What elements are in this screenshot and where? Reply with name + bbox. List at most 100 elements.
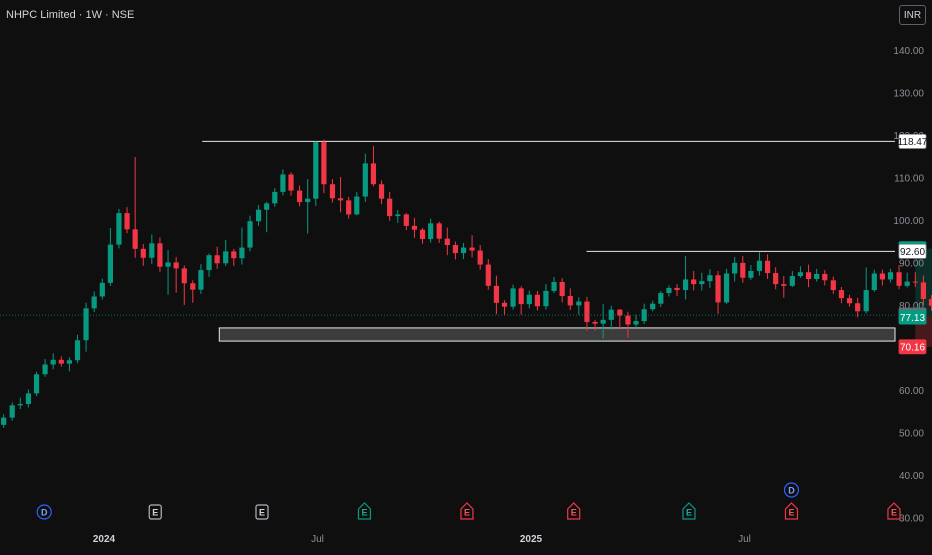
candle-body [469,247,475,251]
x-axis-tick-label: Jul [311,534,324,545]
candle-body [354,196,360,215]
candle-body [576,301,582,306]
y-axis-tick-label: 80.00 [899,301,924,312]
candle-body [460,247,467,254]
y-axis-tick-label: 110.00 [894,173,924,184]
candle-body [608,309,614,320]
candle-body [584,301,590,322]
candle-body [370,163,377,185]
price-tag-label: 118.47 [898,137,928,148]
candle-body [650,303,656,310]
earnings-event-icon[interactable]: E [357,502,372,520]
price-tag-label: 92.60 [900,247,925,258]
symbol-title[interactable]: NHPC Limited · 1W · NSE [6,9,135,21]
candle-body [313,142,319,199]
candle-body [797,272,804,277]
candle-body [165,262,171,267]
candle-body [740,262,746,278]
candle-body [732,262,738,274]
price-tag-line: 118.47 [898,134,928,149]
candle-body [838,290,845,299]
candle-body [855,303,861,312]
price-tag-last: 77.13 [898,309,927,325]
candle-body [247,221,253,248]
candle-body [321,142,327,185]
candle-body [658,293,664,304]
candle-body [280,174,286,192]
candle-body [66,360,73,364]
candle-body [691,279,697,285]
candle-body [264,203,270,210]
candle-body [518,288,524,305]
candle-body [493,285,500,303]
candle-body [83,308,89,341]
earnings-event-icon[interactable]: E [255,504,269,520]
earnings-event-icon[interactable]: E [148,504,162,520]
candle-body [822,273,828,281]
candle-body [124,213,130,230]
candle-body [157,243,163,267]
price-tag-box [898,309,927,325]
candle-body [773,273,779,285]
earnings-event-icon[interactable]: E [887,502,901,520]
price-tag-label: 77.13 [900,313,925,324]
dividend-event-icon[interactable]: D [783,482,800,498]
candle-body [748,270,754,278]
candle-body [830,280,836,291]
price-tag-box [898,243,927,259]
candle-body [846,298,853,304]
candle-body [255,209,262,222]
candle-body [346,200,352,215]
candle-body [707,275,713,282]
candle-body [116,213,122,245]
earnings-event-icon[interactable]: E [784,502,799,520]
candle-body [190,283,196,290]
x-axis-tick-label: Jul [738,534,751,545]
dividend-event-icon[interactable]: D [36,504,52,520]
candle-body [477,250,483,265]
candle-body [789,276,795,286]
y-axis-tick-label: 60.00 [899,386,924,397]
x-axis-tick-label: 2025 [520,534,543,545]
candle-body [501,302,508,307]
earnings-event-icon[interactable]: E [567,502,581,520]
candle-body [534,294,541,307]
candle-body [50,359,56,365]
candle-body [526,294,532,305]
price-tag-line: 92.60 [898,243,927,259]
candle-body [633,321,639,325]
candle-body [715,275,721,303]
candle-body [567,296,573,306]
candle-body [198,270,204,290]
earnings-event-icon[interactable]: E [460,502,474,520]
candle-body [1,417,7,425]
candle-body [723,273,730,303]
price-tag-label: 70.16 [900,342,925,353]
candle-body [674,287,680,291]
support-zone-rect[interactable] [218,327,896,342]
candle-body [337,198,344,201]
candle-body [214,255,220,264]
currency-button[interactable]: INR [899,5,926,25]
candle-body [173,262,179,269]
svg-text:E: E [361,508,367,518]
svg-text:E: E [464,508,470,518]
x-axis-tick-label: 2024 [93,534,116,545]
candle-body [879,273,886,280]
candle-body [764,260,771,274]
candle-body [904,281,910,286]
candle-body [329,184,336,199]
y-axis-tick-label: 90.00 [899,258,924,269]
svg-text:E: E [686,508,692,518]
y-axis-tick-label: 50.00 [899,428,924,439]
candle-body [99,282,105,297]
earnings-event-icon[interactable]: E [682,502,696,520]
candle-body [896,272,902,286]
candle-body [181,268,187,284]
svg-text:E: E [152,508,158,518]
candle-body [887,272,894,280]
candle-body [551,282,557,291]
candle-body [58,359,64,364]
